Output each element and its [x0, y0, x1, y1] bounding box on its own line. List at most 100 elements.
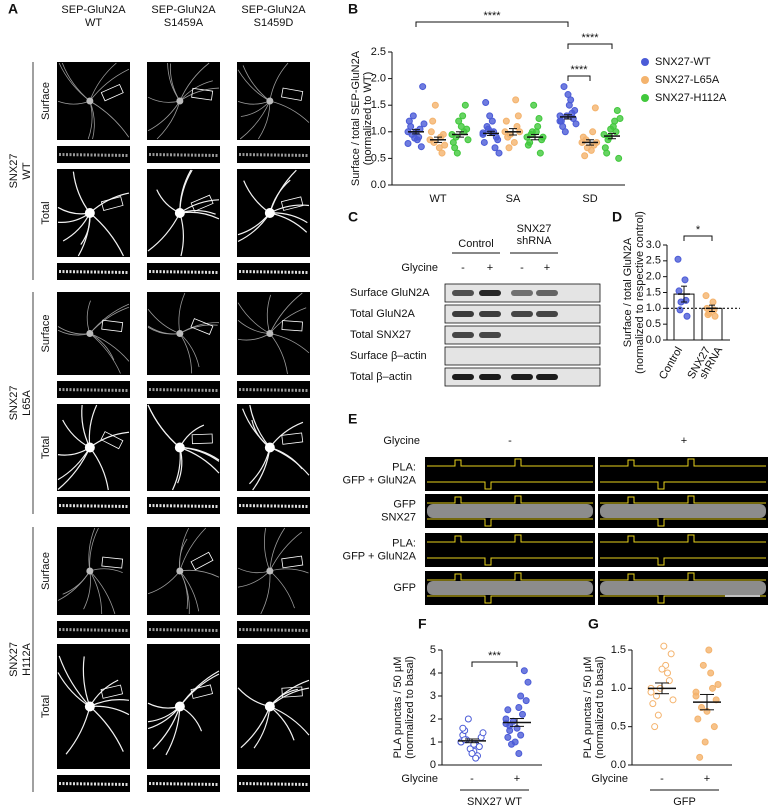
dendrite — [264, 527, 271, 572]
dendrite — [269, 100, 310, 123]
data-point — [572, 120, 580, 128]
dendrite — [239, 100, 271, 140]
panel-letter: B — [348, 1, 358, 17]
blot-band — [511, 311, 533, 317]
data-point — [457, 122, 465, 130]
dendrite — [89, 570, 103, 615]
data-point — [561, 128, 569, 136]
dendrite-strip — [237, 775, 310, 792]
y-tick-label: 2.0 — [646, 271, 661, 283]
dendrite-strip — [237, 621, 310, 638]
dendrite-signal — [427, 581, 593, 595]
data-point — [522, 697, 530, 705]
dendrite — [269, 570, 295, 609]
row-label: PLA: — [392, 537, 416, 549]
data-point — [519, 710, 526, 718]
dendrite-puncta — [148, 628, 219, 632]
dendrite-puncta — [148, 504, 219, 508]
panel-letter: G — [588, 616, 599, 632]
dendrite-signal — [600, 581, 766, 595]
data-point — [491, 144, 499, 152]
row-label: GFP — [393, 582, 416, 594]
blot-band — [452, 332, 474, 338]
data-point — [613, 107, 621, 115]
roi-box — [101, 319, 124, 333]
data-point — [438, 149, 446, 157]
soma — [174, 208, 185, 218]
y-tick-label: 1.0 — [646, 302, 661, 314]
data-point — [651, 723, 659, 731]
data-point — [567, 96, 575, 104]
data-point — [581, 152, 589, 160]
data-point — [607, 125, 615, 133]
micrograph — [57, 62, 130, 140]
blot-row-label: Total β–actin — [350, 371, 412, 383]
data-point — [494, 136, 502, 144]
data-point — [464, 136, 472, 144]
column-header: WT — [85, 17, 102, 29]
dendrite — [260, 570, 271, 615]
data-point — [482, 99, 490, 107]
data-point — [676, 306, 684, 314]
treatment-label: Glycine — [383, 435, 420, 447]
y-tick-label: 2.5 — [371, 46, 386, 58]
column-header: SEP-GluN2A — [61, 4, 126, 16]
soma — [86, 567, 94, 575]
soma — [176, 567, 184, 575]
significance-bracket — [471, 661, 518, 667]
y-tick-label: 0 — [430, 759, 436, 771]
dendrite-strip — [147, 775, 220, 792]
dendrite — [58, 62, 91, 102]
dendrite-puncta — [148, 270, 219, 274]
significance-label: *** — [488, 650, 502, 662]
data-point — [505, 144, 513, 152]
dendrite — [242, 65, 271, 102]
data-point — [504, 706, 512, 714]
y-axis-label: (normalized to basal) — [594, 656, 606, 759]
dendrite — [147, 570, 181, 595]
column-header: SEP-GluN2A — [241, 4, 306, 16]
data-point — [605, 133, 613, 141]
y-tick-label: 4 — [430, 667, 436, 679]
dendrite — [89, 100, 130, 138]
group-label: SNX27 — [8, 154, 20, 189]
data-point — [647, 688, 655, 696]
roi-box — [100, 684, 124, 699]
row-label: Surface — [40, 82, 52, 120]
treatment-label: Glycine — [591, 773, 628, 785]
data-point — [653, 692, 660, 700]
y-axis-label: Surface / total SEP-GluN2A — [350, 50, 362, 186]
group-label: SNX27 — [517, 223, 552, 235]
dendrite-puncta — [58, 153, 129, 157]
roi-box — [191, 87, 214, 101]
dendrite-puncta — [238, 270, 309, 274]
y-tick-label: 0.0 — [646, 334, 661, 346]
y-axis-label: (normalized to respective control) — [634, 211, 646, 374]
roi-box — [281, 87, 304, 101]
data-point — [530, 101, 538, 109]
soma — [266, 97, 274, 105]
blot-strip — [444, 346, 601, 366]
data-point — [520, 667, 528, 675]
y-tick-label: 1 — [430, 736, 436, 748]
x-tick-label: SD — [582, 193, 597, 205]
data-point — [665, 677, 673, 685]
data-point — [526, 138, 534, 146]
soma — [174, 442, 185, 453]
pla-image — [598, 457, 768, 491]
group-label: L65A — [21, 389, 33, 415]
data-point — [455, 117, 463, 125]
data-point — [556, 117, 564, 125]
data-point — [461, 101, 469, 109]
dendrite — [57, 570, 91, 601]
y-tick-label: 0.0 — [611, 759, 626, 771]
data-point — [420, 120, 428, 128]
legend-label: SNX27-H112A — [655, 92, 727, 104]
roi-box — [190, 551, 214, 571]
data-point — [660, 642, 668, 650]
data-point — [589, 128, 597, 136]
row-label: GFP — [393, 498, 416, 510]
dendrite-puncta — [148, 388, 219, 392]
dendrite — [179, 87, 220, 102]
dendrite-strip — [57, 146, 130, 163]
